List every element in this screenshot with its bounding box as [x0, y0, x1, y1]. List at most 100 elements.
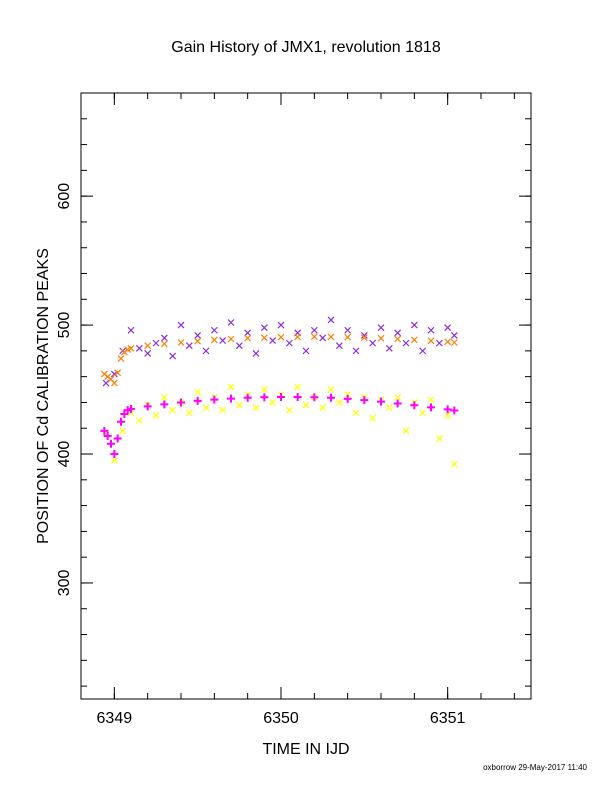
- data-point: [177, 321, 185, 329]
- data-point: [260, 324, 268, 332]
- axis-ticks: [80, 92, 531, 699]
- y-tick-label: 500: [56, 312, 73, 339]
- data-point: [419, 347, 427, 355]
- data-point: [185, 342, 193, 350]
- data-point: [310, 393, 319, 402]
- data-point: [427, 337, 435, 345]
- data-point: [360, 334, 368, 342]
- data-point: [227, 383, 235, 391]
- data-point: [310, 333, 318, 341]
- data-point: [143, 402, 152, 411]
- credit-footer: oxborrow 29-May-2017 11:40: [483, 763, 587, 772]
- data-point: [394, 329, 402, 337]
- data-point: [194, 388, 202, 396]
- chart-title: Gain History of JMX1, revolution 1818: [171, 39, 441, 56]
- data-point: [193, 396, 202, 405]
- data-point: [210, 336, 218, 344]
- data-point: [427, 396, 435, 404]
- data-point: [127, 404, 135, 413]
- data-point: [327, 393, 335, 402]
- data-point: [410, 336, 418, 344]
- data-point: [194, 337, 202, 345]
- data-point: [127, 344, 135, 352]
- data-point: [260, 386, 268, 393]
- data-point: [335, 399, 343, 406]
- data-point: [393, 399, 402, 408]
- data-point: [450, 331, 458, 339]
- data-point: [319, 334, 327, 342]
- data-point: [103, 431, 112, 440]
- data-point: [444, 324, 452, 332]
- data-point: [260, 334, 268, 342]
- data-point: [310, 326, 318, 334]
- data-point: [427, 403, 435, 412]
- data-point: [394, 335, 402, 343]
- series-4: [100, 393, 459, 459]
- data-point: [293, 393, 302, 402]
- data-point: [269, 337, 277, 344]
- data-point: [327, 386, 335, 393]
- data-point: [177, 339, 185, 346]
- data-point: [343, 394, 352, 403]
- data-point: [450, 460, 458, 468]
- data-point: [444, 411, 452, 419]
- data-point: [113, 434, 122, 443]
- data-point: [235, 401, 243, 409]
- y-tick-label: 600: [56, 183, 73, 210]
- data-point: [344, 391, 352, 399]
- data-point: [169, 352, 177, 360]
- data-point: [202, 404, 210, 412]
- data-point: [219, 406, 227, 414]
- data-point: [227, 319, 235, 326]
- data-point: [385, 404, 393, 412]
- data-point: [302, 401, 310, 409]
- data-point: [344, 333, 352, 341]
- data-point: [169, 406, 177, 414]
- x-axis-label: TIME IN IJD: [262, 741, 349, 758]
- data-point: [210, 395, 219, 404]
- data-point: [144, 342, 152, 350]
- data-point: [117, 417, 125, 426]
- data-point: [277, 333, 285, 341]
- data-point: [152, 411, 160, 419]
- data-point: [377, 334, 385, 342]
- series-2: [100, 333, 458, 387]
- data-point: [210, 326, 218, 334]
- data-point: [110, 450, 119, 459]
- data-point: [385, 344, 393, 352]
- data-point: [402, 339, 410, 347]
- series-1: [102, 316, 458, 387]
- data-point: [319, 404, 327, 412]
- data-point: [302, 347, 310, 355]
- data-point: [135, 344, 143, 352]
- data-point: [435, 339, 443, 347]
- data-point: [377, 397, 385, 406]
- data-point: [443, 405, 452, 414]
- data-point: [135, 417, 143, 424]
- data-point: [144, 350, 152, 357]
- y-tick-label: 400: [56, 441, 73, 468]
- y-axis-label: POSITION OF Cd CALIBRATION PEAKS: [35, 248, 52, 544]
- data-point: [369, 414, 377, 422]
- data-point: [327, 333, 335, 341]
- data-point: [227, 394, 235, 403]
- data-point: [402, 427, 410, 435]
- data-point: [450, 406, 459, 415]
- plot-frame: [80, 92, 532, 700]
- data-point: [410, 401, 419, 410]
- data-point: [202, 347, 210, 355]
- data-point: [285, 406, 293, 414]
- data-point: [435, 435, 443, 442]
- data-point: [102, 379, 110, 387]
- data-point: [114, 369, 122, 377]
- data-point: [360, 396, 369, 405]
- data-point: [260, 393, 269, 402]
- data-point: [100, 426, 109, 435]
- data-point: [444, 338, 452, 346]
- data-point: [427, 326, 435, 334]
- data-point: [252, 404, 260, 412]
- data-point: [294, 383, 302, 391]
- data-point: [110, 457, 118, 464]
- data-point: [377, 324, 385, 332]
